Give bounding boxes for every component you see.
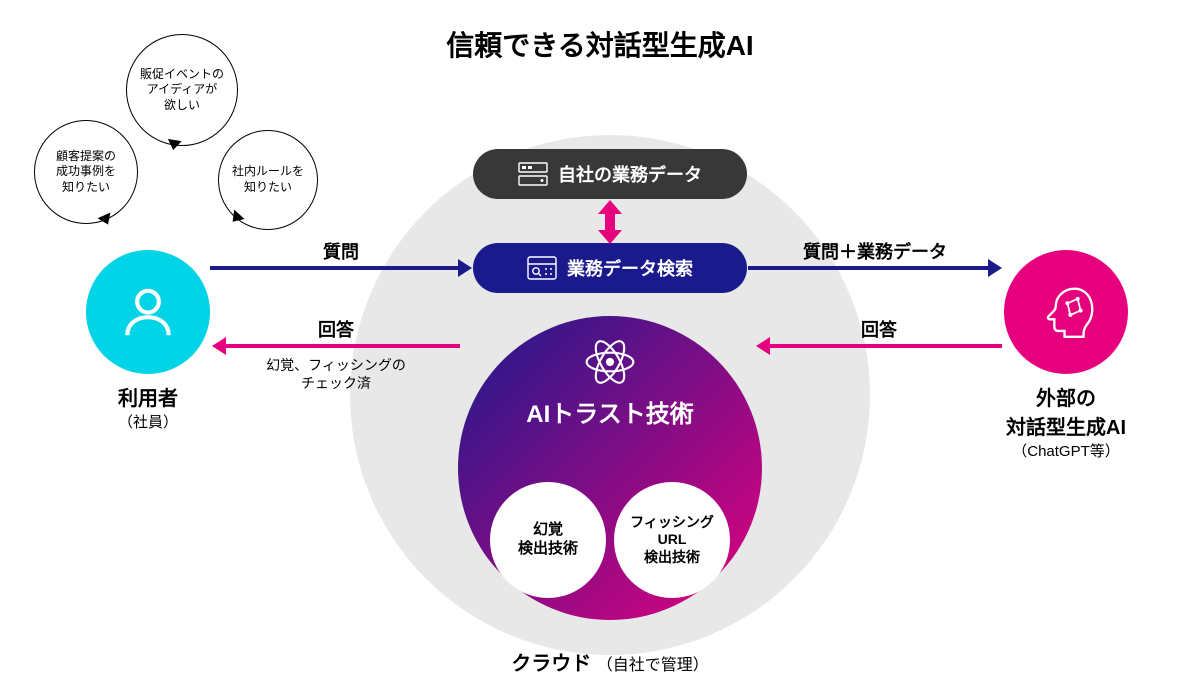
thought-bubble-text: 顧客提案の成功事例を知りたい [56, 149, 116, 196]
flow-arrow-question-plus [748, 266, 990, 270]
flow-arrow-answer-user [224, 344, 460, 348]
user-icon [117, 281, 179, 343]
cloud-label: クラウド （自社で管理） [470, 647, 750, 676]
ai-head-icon [1031, 277, 1101, 347]
thought-bubble-tail [166, 139, 181, 151]
thought-bubble-text: 社内ルールを知りたい [232, 164, 304, 195]
trust-feature-text: フィッシングURL検出技術 [630, 514, 714, 567]
external-ai-label-line2: 対話型生成AI [1006, 417, 1126, 439]
trust-feature-text: 幻覚検出技術 [518, 521, 578, 559]
flow-arrow-answer-ext [768, 344, 1002, 348]
thought-bubble: 顧客提案の成功事例を知りたい [34, 120, 138, 224]
external-ai-label: 外部の 対話型生成AI （ChatGPT等） [956, 382, 1176, 461]
arrow-head-icon [212, 337, 226, 355]
ai-trust-title: AIトラスト技術 [458, 394, 762, 429]
data-store-pill: 自社の業務データ [473, 149, 747, 199]
flow-sublabel-answer-user: 幻覚、フィッシングのチェック済 [236, 356, 436, 392]
db-search-icon [527, 256, 557, 280]
arrow-head-icon [988, 259, 1002, 277]
flow-label-answer-user: 回答 [286, 316, 386, 342]
atom-icon [582, 334, 638, 390]
flow-label-answer-ext: 回答 [829, 316, 929, 342]
data-store-label: 自社の業務データ [558, 161, 702, 187]
thought-bubble: 販促イベントのアイディアが欲しい [126, 34, 238, 146]
external-ai-label-sub: （ChatGPT等） [956, 440, 1176, 461]
trust-feature: フィッシングURL検出技術 [614, 482, 730, 598]
flow-label-question: 質問 [291, 238, 391, 264]
trust-feature: 幻覚検出技術 [490, 482, 606, 598]
user-label-main: 利用者 [118, 388, 178, 410]
search-label: 業務データ検索 [567, 255, 693, 281]
flow-arrow-question [210, 266, 460, 270]
flow-label-question-plus: 質問＋業務データ [775, 238, 975, 264]
user-label-sub: （社員） [68, 411, 228, 432]
cloud-label-sub: （自社で管理） [597, 657, 709, 674]
arrow-head-icon [756, 337, 770, 355]
search-pill: 業務データ検索 [473, 243, 747, 293]
cloud-label-main: クラウド [511, 653, 591, 675]
external-ai-node [1004, 250, 1128, 374]
user-node [86, 250, 210, 374]
server-icon [518, 162, 548, 186]
user-label: 利用者 （社員） [68, 382, 228, 432]
external-ai-label-line1: 外部の [1036, 388, 1096, 410]
arrow-head-icon [458, 259, 472, 277]
data-exchange-arrow [596, 200, 624, 244]
thought-bubble-text: 販促イベントのアイディアが欲しい [140, 67, 224, 114]
